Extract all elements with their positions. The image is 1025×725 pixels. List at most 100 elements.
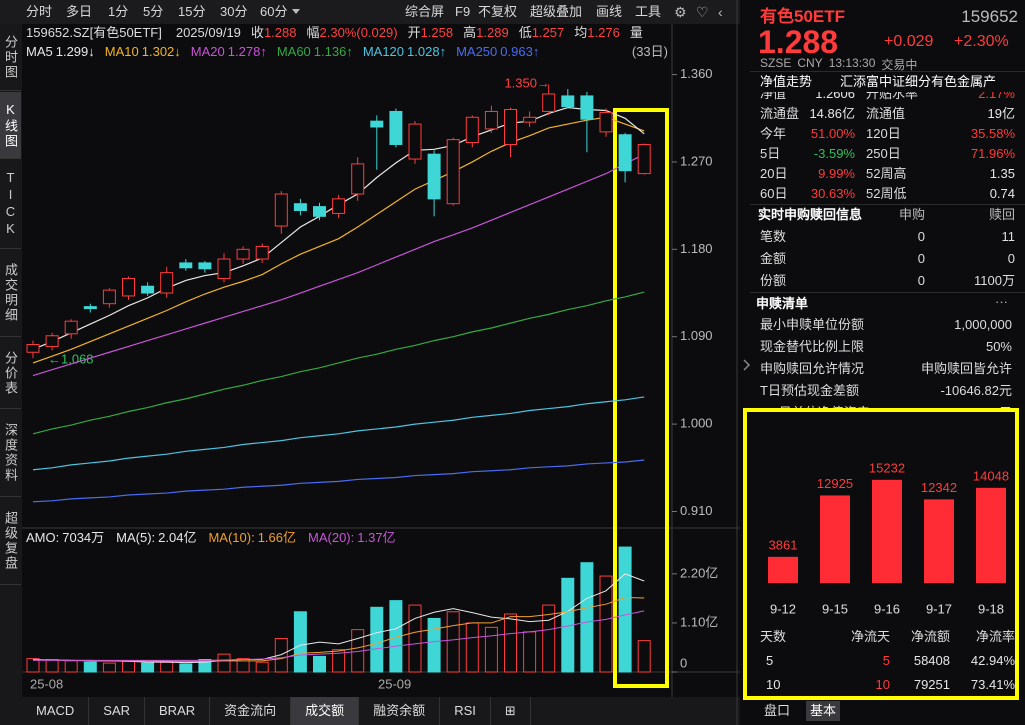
indicator-tab[interactable]: SAR <box>89 697 146 725</box>
dropdown-arrow <box>292 9 300 14</box>
side-tab[interactable]: K线图 <box>0 92 21 159</box>
tool-icon[interactable]: ♡ <box>696 4 709 20</box>
column-header: 赎回 <box>988 207 1015 222</box>
table-header: 净流天 <box>850 629 890 644</box>
legend-name: MA5 <box>26 44 53 59</box>
stat-label: 250日 <box>866 146 901 161</box>
candle-body <box>313 206 326 217</box>
volume-ma-line <box>33 610 645 661</box>
panel-tab[interactable]: 基本 <box>806 701 841 721</box>
table-header: 净流额 <box>910 629 950 644</box>
flow-category: 9-15 <box>822 601 848 616</box>
date: 2025/09/19 <box>175 25 241 40</box>
volume-bar <box>45 659 59 673</box>
y-tick-label: 1.360 <box>680 66 713 81</box>
x-label: 25-09 <box>378 676 411 691</box>
y-tick-label: 1.270 <box>680 153 713 168</box>
legend-value: 2.04亿 <box>158 530 197 545</box>
volume-bar <box>293 611 307 673</box>
table-cell: 10 <box>766 677 781 692</box>
period-tab[interactable]: 多日 <box>66 4 93 19</box>
side-tab[interactable]: 超级复盘 <box>0 498 21 585</box>
field-value: 2.30%(0.029) <box>319 25 398 40</box>
ma-line <box>32 153 645 377</box>
period-tab[interactable]: 1分 <box>108 4 129 19</box>
indicator-tab[interactable]: BRAR <box>145 697 211 725</box>
bottom-tabs: MACD SAR BRAR 资金流向 成交额 融资余额 RSI ⊞ <box>22 697 531 725</box>
stat-label: 52周低 <box>866 186 907 201</box>
candle-body <box>64 320 78 335</box>
table-cell: 10 <box>875 677 890 692</box>
field-value: 1.258 <box>420 25 454 40</box>
period-tab[interactable]: 60分 <box>260 4 288 19</box>
legend-value: 1.136↑ <box>313 44 353 59</box>
candle-body <box>465 116 479 144</box>
tool-button[interactable]: 不复权 <box>478 4 518 19</box>
indicator-tab[interactable]: ⊞ <box>491 697 531 725</box>
indicator-tab[interactable]: MACD <box>22 697 90 725</box>
separator <box>750 204 1025 205</box>
y-tick-label: 0 <box>680 655 687 670</box>
candle-body <box>102 289 116 305</box>
indicator-tab[interactable]: 资金流向 <box>210 697 292 725</box>
stat-label: 52周高 <box>866 166 907 181</box>
collapse-arrow[interactable] <box>742 358 752 372</box>
legend-name: MA120 <box>362 44 405 59</box>
indicator-tab[interactable]: 成交额 <box>291 697 360 725</box>
side-tab[interactable]: 成交明细 <box>0 250 21 337</box>
quote-field: 收1.288 <box>251 24 297 42</box>
stat-value: 9.99% <box>818 166 855 181</box>
volume-bar <box>542 604 556 673</box>
period-tab[interactable]: 30分 <box>220 4 248 19</box>
period-tab[interactable]: 15分 <box>178 4 206 19</box>
candle-body <box>408 123 422 160</box>
pct-change: +2.30% <box>954 33 1009 50</box>
period-note: (33日) <box>631 44 668 59</box>
side-tab[interactable]: 分价表 <box>0 338 21 409</box>
tool-button[interactable]: 超级叠加 <box>530 4 583 19</box>
tool-button[interactable]: 工具 <box>635 4 662 19</box>
period-tab[interactable]: 分时 <box>26 4 53 19</box>
field-value: 1.257 <box>531 25 565 40</box>
volume-bar <box>427 617 441 673</box>
candle-body <box>274 193 288 227</box>
field-label: 幅 <box>306 25 320 40</box>
y-tick-label: 2.20亿 <box>680 565 718 580</box>
fund-header: 净值走势 <box>760 74 813 89</box>
panel-tab[interactable]: 盘口 <box>764 703 791 718</box>
volume-bar <box>179 663 193 673</box>
row-value: 申购赎回皆允许 <box>920 361 1012 376</box>
volume-bar <box>523 631 537 673</box>
field-label: 开 <box>407 25 421 40</box>
flow-bar <box>872 479 902 583</box>
candle-body <box>160 272 174 294</box>
side-tab[interactable]: 深度资料 <box>0 410 21 497</box>
table-header: 净流率 <box>975 629 1015 644</box>
period-tab[interactable]: 5分 <box>143 4 164 19</box>
status-item: 交易中 <box>881 58 918 72</box>
tool-icon[interactable]: ‹ <box>718 4 723 20</box>
indicator-tab[interactable]: 融资余额 <box>359 697 441 725</box>
flow-bar <box>976 487 1006 583</box>
side-tab[interactable]: TICK <box>0 160 21 249</box>
tool-button[interactable]: F9 <box>455 4 471 19</box>
row-value: 0 <box>917 229 925 244</box>
bottom-bg <box>0 697 740 725</box>
stat-value: 35.58% <box>970 126 1015 141</box>
side-tab[interactable]: 分时图 <box>0 24 21 91</box>
tool-button[interactable]: 画线 <box>596 4 623 19</box>
row-label: T日预估现金差额 <box>760 383 859 398</box>
tool-icon[interactable]: ⚙ <box>674 4 687 20</box>
legend-value: 1.278↑ <box>227 44 267 59</box>
more-button[interactable]: ··· <box>995 294 1008 309</box>
indicator-tab[interactable]: RSI <box>440 697 491 725</box>
volume-bar <box>465 622 479 673</box>
candle-body <box>389 110 403 145</box>
legend-item: MA120 1.028↑ <box>363 43 446 61</box>
row-value: 11 <box>1001 229 1016 244</box>
separator <box>750 292 1025 293</box>
tool-button[interactable]: 综合屏 <box>405 4 445 19</box>
y-tick-label: 1.000 <box>680 416 713 431</box>
volume-bar <box>599 575 613 673</box>
